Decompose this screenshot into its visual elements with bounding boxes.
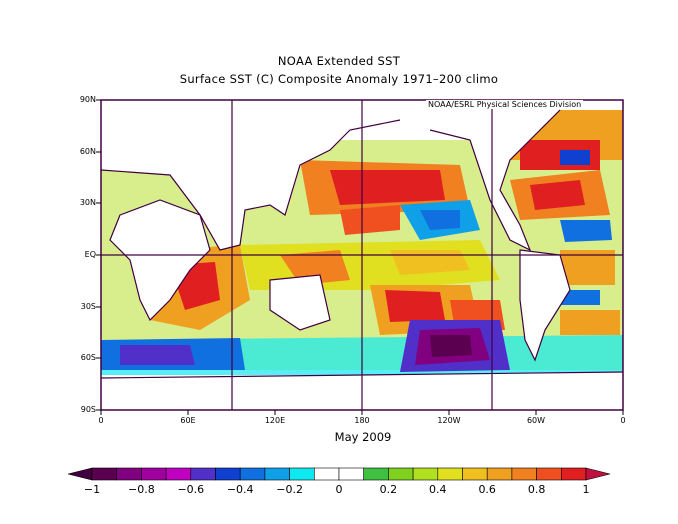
colorbar-swatch [313, 467, 340, 481]
lon-label: 60W [526, 416, 546, 425]
lat-label: EQ [84, 250, 96, 259]
lat-label: 60N [79, 147, 96, 156]
colorbar-swatch [116, 467, 142, 481]
colorbar-swatch [486, 467, 513, 481]
colorbar-swatch [437, 467, 463, 481]
lat-label: 30N [79, 198, 96, 207]
colorbar-swatch [536, 467, 562, 481]
colorbar-swatch [388, 467, 414, 481]
credit-label: NOAA/ESRL Physical Sciences Division [426, 100, 584, 109]
colorbar-swatch [412, 467, 439, 481]
colorbar-swatch [190, 467, 216, 481]
date-label: May 2009 [334, 430, 392, 444]
colorbar-label: 1 [582, 483, 590, 496]
colorbar-swatch [363, 467, 389, 481]
lat-label: 90S [80, 405, 96, 414]
colorbar-swatch [215, 467, 241, 481]
colorbar-underflow [67, 467, 93, 481]
lat-label: 30S [80, 302, 96, 311]
colorbar-swatch [560, 467, 587, 481]
colorbar-label: −0.8 [128, 483, 155, 496]
colorbar-label: −0.6 [177, 483, 205, 496]
lon-label: 120E [264, 416, 286, 425]
colorbar-swatch [165, 467, 192, 481]
map-grid [101, 100, 623, 410]
colorbar-swatch [511, 467, 537, 481]
lat-label: 90N [79, 95, 96, 104]
colorbar-label: 0.4 [429, 483, 447, 496]
colorbar-label: 0 [335, 483, 343, 496]
colorbar-overflow [585, 467, 611, 481]
colorbar-swatch [264, 467, 290, 481]
colorbar-swatch [141, 467, 167, 481]
colorbar-label: −0.2 [276, 483, 303, 496]
colorbar-label: 0.2 [379, 483, 398, 496]
colorbar [67, 467, 611, 481]
lon-label: 0 [98, 416, 104, 425]
colorbar-swatch [239, 467, 266, 481]
colorbar-swatch [338, 467, 365, 481]
map-title: NOAA Extended SST [277, 54, 401, 68]
colorbar-swatch [462, 467, 488, 481]
map-subtitle: Surface SST (C) Composite Anomaly 1971–2… [179, 72, 499, 86]
colorbar-swatch [289, 467, 315, 481]
lat-label: 60S [80, 353, 96, 362]
colorbar-swatch [91, 467, 118, 481]
colorbar-label: −0.4 [226, 483, 254, 496]
lon-label: 60E [180, 416, 196, 425]
lon-label: 180 [354, 416, 370, 425]
lon-label: 120W [437, 416, 461, 425]
colorbar-label: −1 [83, 483, 101, 496]
colorbar-label: 0.8 [527, 483, 546, 496]
lon-label: 0 [620, 416, 626, 425]
colorbar-label: 0.6 [478, 483, 496, 496]
